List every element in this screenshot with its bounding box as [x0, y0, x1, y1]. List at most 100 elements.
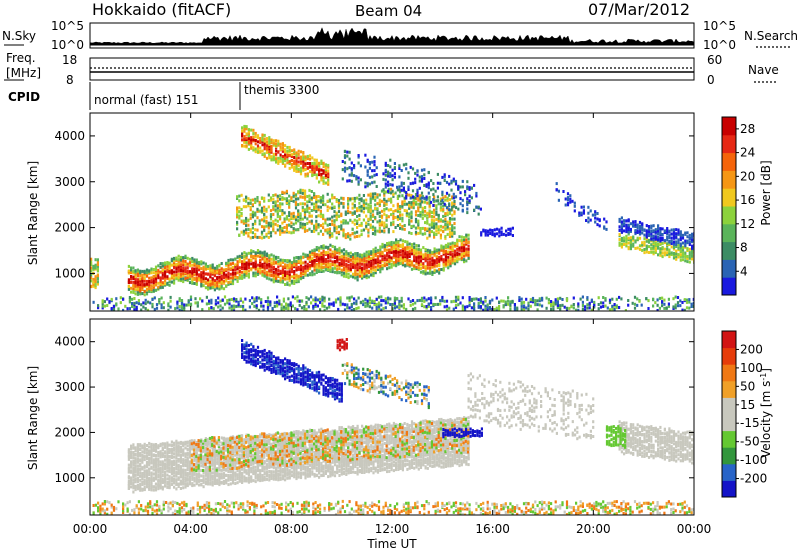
- power-cell: [606, 306, 609, 310]
- power-cell: [373, 155, 376, 159]
- power-cell: [368, 161, 371, 164]
- power-cell: [645, 239, 648, 243]
- power-cell: [333, 263, 337, 267]
- power-cell: [376, 211, 379, 215]
- power-cell: [133, 305, 136, 309]
- power-cell: [353, 231, 356, 235]
- power-cell: [287, 303, 290, 307]
- power-cell: [456, 247, 459, 251]
- power-cell: [381, 263, 384, 267]
- power-cell: [388, 248, 391, 252]
- power-cell: [297, 259, 300, 263]
- power-cell: [335, 198, 338, 201]
- power-cell: [284, 150, 287, 154]
- power-cell: [415, 253, 418, 257]
- power-cell: [685, 300, 689, 304]
- power-cell: [586, 297, 589, 301]
- power-cell: [295, 263, 298, 267]
- power-cell: [218, 279, 221, 283]
- power-cell: [243, 251, 246, 255]
- power-cell: [444, 217, 447, 221]
- power-cell: [184, 267, 187, 271]
- velocity-cell: [132, 456, 135, 460]
- power-cell: [415, 259, 418, 263]
- power-cell: [290, 153, 293, 157]
- power-cell: [454, 305, 458, 309]
- power-cell: [265, 149, 269, 153]
- power-cell: [276, 199, 279, 203]
- power-cell: [376, 268, 380, 271]
- power-cell: [629, 238, 632, 242]
- velocity-cell: [130, 478, 133, 482]
- power-cell: [598, 218, 601, 222]
- power-cell: [511, 226, 514, 230]
- power-cell: [200, 284, 203, 288]
- power-cell: [308, 272, 312, 276]
- power-cell: [395, 245, 398, 249]
- power-cell: [426, 261, 429, 265]
- power-cell: [433, 259, 436, 263]
- power-cell: [241, 270, 244, 274]
- power-cell: [572, 303, 575, 306]
- power-cell: [182, 261, 185, 265]
- power-cell: [263, 142, 266, 146]
- power-cell: [269, 196, 273, 200]
- power-cell: [306, 257, 309, 261]
- power-cell: [425, 305, 428, 308]
- power-cell: [200, 282, 203, 286]
- power-cell: [251, 231, 254, 235]
- power-cell: [412, 206, 415, 210]
- power-cell: [588, 306, 591, 310]
- power-cell: [615, 306, 618, 310]
- power-cell: [191, 263, 194, 267]
- power-cell: [643, 251, 646, 255]
- power-cell: [199, 297, 202, 301]
- power-cell: [288, 150, 291, 154]
- power-cell: [256, 209, 259, 213]
- power-cell: [96, 263, 99, 267]
- power-cell: [426, 227, 429, 231]
- power-cell: [136, 278, 139, 282]
- power-cell: [297, 213, 300, 216]
- power-cell: [294, 215, 298, 219]
- power-cell: [677, 243, 680, 247]
- power-cell: [412, 224, 415, 228]
- power-cell: [384, 297, 387, 301]
- power-cell: [547, 298, 550, 302]
- power-cell: [318, 180, 321, 184]
- colorbar-swatch: [722, 134, 736, 154]
- power-cell: [408, 242, 411, 246]
- power-cell: [538, 303, 541, 307]
- power-cell: [267, 205, 270, 209]
- velocity-cell: [148, 445, 151, 449]
- power-cell: [422, 262, 425, 266]
- power-cell: [251, 203, 254, 207]
- power-cell: [265, 209, 268, 213]
- power-cell: [310, 295, 313, 299]
- power-cell: [331, 202, 334, 206]
- power-cell: [134, 279, 137, 283]
- velocity-cell: [154, 463, 158, 467]
- power-cell: [442, 252, 445, 256]
- power-cell: [424, 258, 427, 262]
- power-cell: [310, 219, 313, 223]
- power-cell: [493, 232, 496, 236]
- velocity-cell: [136, 478, 139, 482]
- power-cell: [378, 219, 381, 223]
- velocity-cell: [157, 457, 160, 461]
- power-cell: [370, 270, 373, 274]
- power-cell: [398, 167, 401, 170]
- power-cell: [193, 282, 196, 285]
- velocity-cell: [132, 474, 135, 478]
- power-cell: [403, 196, 406, 200]
- power-cell: [650, 250, 653, 254]
- velocity-cell: [139, 458, 142, 462]
- power-cell: [349, 197, 352, 201]
- power-cell: [132, 270, 135, 273]
- power-cell: [393, 306, 396, 310]
- power-cell: [359, 178, 362, 182]
- power-cell: [285, 229, 288, 233]
- power-cell: [430, 296, 433, 300]
- power-cell: [342, 248, 346, 252]
- power-cell: [256, 235, 259, 239]
